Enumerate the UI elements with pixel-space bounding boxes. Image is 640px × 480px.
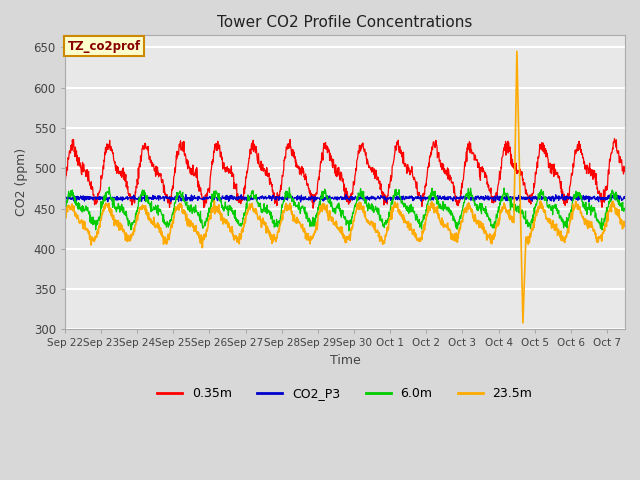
23.5m bbox=[273, 231, 281, 237]
6.0m bbox=[162, 220, 170, 226]
6.0m bbox=[486, 216, 493, 221]
0.35m bbox=[621, 166, 629, 172]
6.0m bbox=[345, 228, 353, 234]
Title: Tower CO2 Profile Concentrations: Tower CO2 Profile Concentrations bbox=[217, 15, 472, 30]
0.35m bbox=[161, 191, 169, 196]
CO2_P3 bbox=[585, 199, 593, 205]
Line: CO2_P3: CO2_P3 bbox=[65, 194, 625, 202]
0.35m bbox=[611, 136, 618, 142]
Line: 6.0m: 6.0m bbox=[65, 187, 625, 231]
Text: TZ_co2prof: TZ_co2prof bbox=[68, 40, 141, 53]
6.0m bbox=[173, 196, 180, 202]
6.0m bbox=[621, 206, 629, 212]
0.35m bbox=[61, 175, 68, 180]
6.0m bbox=[274, 224, 282, 230]
23.5m bbox=[223, 218, 230, 224]
0.35m bbox=[309, 205, 317, 211]
23.5m bbox=[172, 207, 180, 213]
23.5m bbox=[548, 225, 556, 231]
CO2_P3 bbox=[621, 194, 629, 200]
X-axis label: Time: Time bbox=[330, 354, 360, 367]
CO2_P3 bbox=[172, 195, 180, 201]
23.5m bbox=[61, 214, 68, 220]
Line: 23.5m: 23.5m bbox=[65, 51, 625, 323]
Line: 0.35m: 0.35m bbox=[65, 139, 625, 208]
CO2_P3 bbox=[223, 196, 230, 202]
6.0m bbox=[548, 205, 556, 211]
0.35m bbox=[547, 169, 555, 175]
CO2_P3 bbox=[558, 192, 566, 197]
Legend: 0.35m, CO2_P3, 6.0m, 23.5m: 0.35m, CO2_P3, 6.0m, 23.5m bbox=[152, 383, 538, 406]
0.35m bbox=[273, 190, 281, 196]
CO2_P3 bbox=[61, 193, 68, 199]
CO2_P3 bbox=[547, 198, 555, 204]
CO2_P3 bbox=[161, 195, 169, 201]
23.5m bbox=[519, 320, 527, 326]
CO2_P3 bbox=[484, 193, 492, 199]
6.0m bbox=[61, 209, 68, 215]
23.5m bbox=[161, 237, 169, 243]
Y-axis label: CO2 (ppm): CO2 (ppm) bbox=[15, 148, 28, 216]
23.5m bbox=[484, 233, 492, 239]
23.5m bbox=[513, 48, 521, 54]
CO2_P3 bbox=[273, 195, 281, 201]
6.0m bbox=[106, 184, 113, 190]
0.35m bbox=[172, 158, 180, 164]
0.35m bbox=[485, 188, 493, 193]
23.5m bbox=[621, 222, 629, 228]
6.0m bbox=[223, 206, 230, 212]
0.35m bbox=[223, 167, 230, 173]
